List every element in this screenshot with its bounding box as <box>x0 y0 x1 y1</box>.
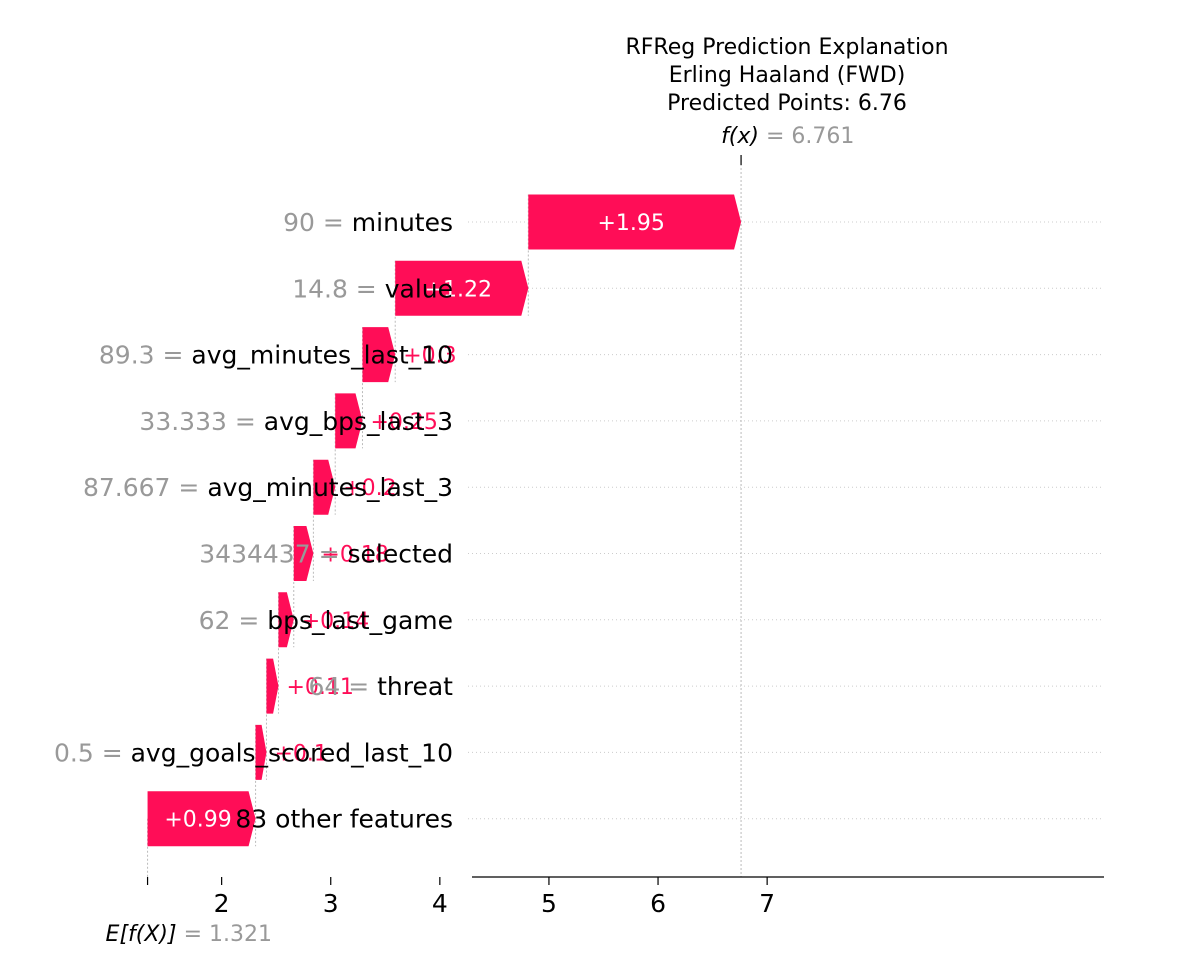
feature-label: 87.667 = avg_minutes_last_3 <box>83 473 453 502</box>
feature-name: value <box>385 274 453 303</box>
bar-value <box>395 260 529 316</box>
output-label-prefix: f(x) <box>721 124 759 149</box>
feature-equals: = <box>340 672 377 701</box>
feature-value: 62 <box>199 606 231 635</box>
bar-avg-minutes-last-3 <box>313 459 336 515</box>
x-tick-label: 5 <box>541 889 557 918</box>
bar-value-label: +0.25 <box>370 410 437 435</box>
feature-name: bps_last_game <box>267 606 453 635</box>
feature-equals: = <box>315 208 352 237</box>
feature-label: 90 = minutes <box>283 208 453 237</box>
output-label-value: 6.761 <box>791 124 854 149</box>
bar-value-label: +0.11 <box>286 675 353 700</box>
feature-name: avg_minutes_last_10 <box>191 341 453 370</box>
feature-name: selected <box>347 540 453 569</box>
feature-value: 0.5 <box>54 738 94 767</box>
bar-bps-last-game <box>278 592 294 648</box>
x-axis: 2 3 4 5 6 7 <box>146 876 1104 918</box>
feature-label: 62 = bps_last_game <box>199 606 453 635</box>
bar-value-label: +1.22 <box>425 277 492 302</box>
row-gridlines <box>468 221 1104 820</box>
title-line-2: Erling Haaland (FWD) <box>669 63 906 88</box>
feature-labels: 90 = minutes 14.8 = value 89.3 = avg_minut… <box>54 208 453 834</box>
bar-value-label: +1.95 <box>597 211 664 236</box>
bar-avg-minutes-last-10 <box>362 327 396 383</box>
base-label-prefix: E[f(X)] <box>106 922 177 947</box>
output-label-equals: = <box>759 124 791 149</box>
x-tick-label: 4 <box>432 889 448 918</box>
chart-title: RFReg Prediction Explanation Erling Haala… <box>625 35 948 116</box>
feature-label: 89.3 = avg_minutes_last_10 <box>99 341 453 370</box>
feature-value: 3434437 <box>199 540 310 569</box>
feature-label: 0.5 = avg_goals_scored_last_10 <box>54 738 453 767</box>
title-line-3: Predicted Points: 6.76 <box>667 91 907 116</box>
feature-label: 33.333 = avg_bps_last_3 <box>139 407 453 436</box>
bar-value-label: +0.18 <box>321 543 388 568</box>
feature-equals: = <box>94 738 131 767</box>
bar-selected <box>293 526 314 581</box>
bar-value-label: +0.99 <box>164 808 231 833</box>
title-line-1: RFReg Prediction Explanation <box>625 35 948 60</box>
feature-equals: = <box>230 606 267 635</box>
bar-83-other-features <box>147 791 256 847</box>
feature-label: 83 other features <box>235 805 453 834</box>
output-value-label: f(x) = 6.761 <box>721 124 854 149</box>
bar-value-label: +0.3 <box>403 344 456 369</box>
feature-value: 14.8 <box>292 274 348 303</box>
feature-name: avg_bps_last_3 <box>264 407 453 436</box>
x-tick-label: 7 <box>759 889 775 918</box>
feature-value: 89.3 <box>99 341 155 370</box>
feature-name: avg_minutes_last_3 <box>207 473 453 502</box>
bar-value-label: +0.14 <box>302 609 369 634</box>
feature-value: 87.667 <box>83 473 170 502</box>
bar-threat <box>266 658 279 714</box>
feature-value: 33.333 <box>139 407 226 436</box>
feature-equals: = <box>311 540 348 569</box>
feature-equals: = <box>348 274 385 303</box>
feature-name: minutes <box>352 208 453 237</box>
feature-value: 64 <box>308 672 340 701</box>
bars: +1.95 +1.22 +0.3 +0.25 +0.2 +0.18 +0.14 +0.11 +0… <box>147 194 742 847</box>
bar-value-label: +0.1 <box>274 741 327 766</box>
feature-name: avg_goals_scored_last_10 <box>131 738 453 767</box>
bar-avg-goals-scored-last-10 <box>255 724 267 780</box>
feature-label: 64 = threat <box>308 672 453 701</box>
bar-minutes <box>528 194 742 250</box>
base-label-equals: = <box>177 922 209 947</box>
base-value-annotation: E[f(X)] = 1.321 <box>106 922 272 947</box>
x-tick-label: 6 <box>650 889 666 918</box>
x-tick-label: 2 <box>214 889 230 918</box>
bar-avg-bps-last-3 <box>335 393 363 449</box>
base-value-label: E[f(X)] = 1.321 <box>106 922 272 947</box>
output-value-annotation: f(x) = 6.761 <box>721 124 854 149</box>
feature-equals: = <box>170 473 207 502</box>
feature-name: 83 other features <box>235 805 453 834</box>
feature-label: 3434437 = selected <box>199 540 453 569</box>
feature-name: threat <box>377 672 453 701</box>
bar-value-label: +0.2 <box>343 476 396 501</box>
feature-label: 14.8 = value <box>292 274 453 303</box>
feature-equals: = <box>155 341 192 370</box>
x-tick-label: 3 <box>323 889 339 918</box>
feature-equals: = <box>227 407 264 436</box>
feature-value: 90 <box>283 208 315 237</box>
base-label-value: 1.321 <box>209 922 272 947</box>
